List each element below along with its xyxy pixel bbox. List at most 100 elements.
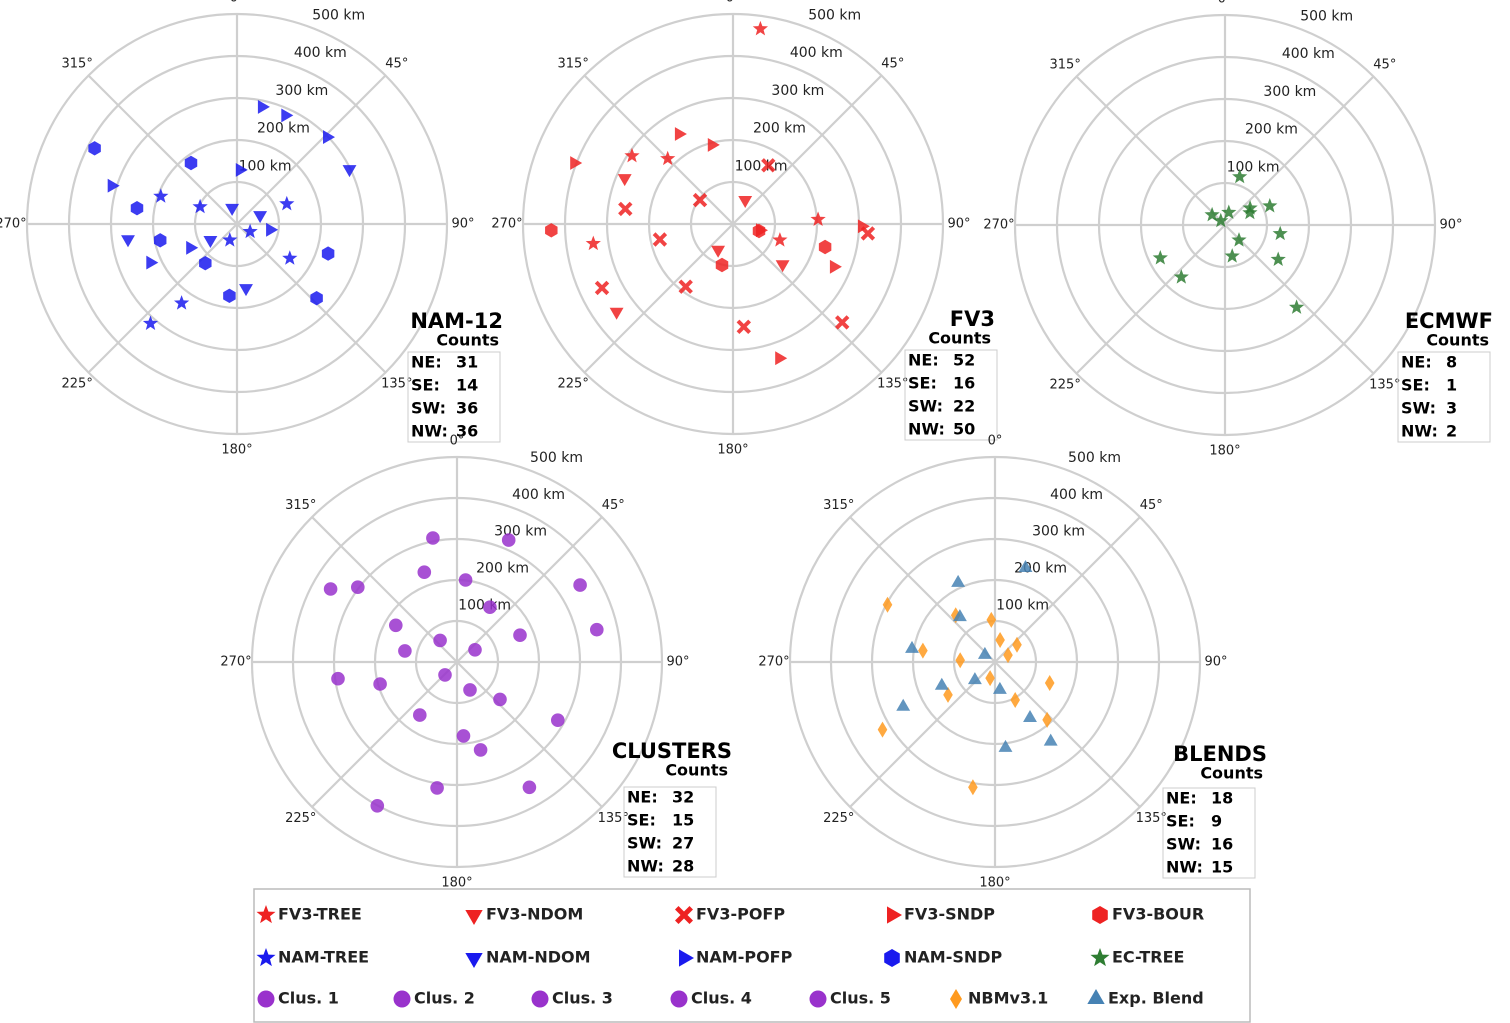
legend-marker [1090, 948, 1110, 967]
spoke [456, 661, 603, 808]
counts-box [1397, 351, 1491, 443]
point [674, 127, 687, 141]
point [323, 582, 338, 596]
point [153, 188, 169, 203]
angle-label: 90° [947, 217, 970, 232]
point [257, 99, 270, 114]
point [707, 137, 720, 152]
ring [414, 619, 500, 705]
count-label: NE: [1401, 353, 1432, 372]
point [468, 642, 482, 657]
count-value: 31 [456, 353, 478, 372]
legend-label: NAM-TREE [278, 948, 369, 967]
count-value: 27 [672, 834, 694, 853]
point [142, 315, 159, 330]
angle-label: 315° [285, 498, 316, 513]
point [331, 671, 345, 686]
spoke [311, 516, 458, 663]
count-label: NW: [411, 422, 448, 441]
r-tick-label: 200 km [257, 121, 310, 137]
legend-label: NBMv3.1 [968, 989, 1048, 1008]
angle-label: 0° [988, 434, 1003, 449]
legend-label: NAM-POFP [696, 948, 793, 967]
point [835, 315, 850, 330]
count-label: SE: [1166, 812, 1195, 831]
r-tick-label: 300 km [275, 83, 328, 99]
angle-label: 225° [285, 811, 316, 826]
point [860, 226, 876, 241]
spoke [1224, 75, 1375, 226]
count-label: NW: [627, 857, 664, 876]
counts-title: Counts [928, 329, 991, 348]
angle-label: 45° [1373, 58, 1396, 73]
point [829, 259, 842, 274]
point [736, 319, 751, 334]
spoke [87, 223, 238, 374]
count-value: 15 [1211, 858, 1233, 877]
point [977, 646, 992, 659]
count-value: 8 [1446, 353, 1457, 372]
count-value: 18 [1211, 789, 1233, 808]
point [905, 640, 919, 653]
angle-label: 45° [1140, 498, 1163, 513]
point [573, 578, 587, 592]
angle-label: 45° [602, 498, 625, 513]
point [1272, 225, 1288, 241]
point [995, 632, 1005, 648]
angle-label: 270° [758, 655, 789, 670]
legend-label: Clus. 3 [552, 989, 613, 1008]
counts-box [904, 349, 998, 441]
angle-label: 0° [450, 434, 465, 449]
r-tick-label: 400 km [512, 487, 565, 503]
point [1010, 692, 1020, 708]
count-label: NW: [1401, 422, 1438, 441]
ring [291, 496, 623, 828]
point [652, 232, 668, 247]
point [130, 201, 144, 216]
point [772, 232, 788, 247]
point [398, 644, 412, 658]
ring [1139, 139, 1311, 311]
count-value: 16 [1211, 835, 1233, 854]
point [473, 743, 488, 757]
point [985, 670, 995, 687]
angle-label: 0° [1218, 0, 1233, 7]
angle-label: 270° [0, 217, 27, 232]
counts-title: Counts [1426, 331, 1489, 350]
point [225, 203, 240, 216]
legend-marker [1087, 989, 1105, 1004]
point [173, 295, 190, 310]
point [967, 672, 982, 685]
legend-label: FV3-NDOM [486, 905, 583, 924]
legend-marker [809, 990, 827, 1008]
count-value: 14 [456, 376, 478, 395]
point [1152, 250, 1168, 265]
point [775, 260, 790, 273]
point [692, 192, 708, 208]
point [438, 668, 452, 682]
point [433, 633, 447, 648]
point [1232, 168, 1248, 184]
legend-label: Clus. 1 [278, 989, 339, 1008]
r-tick-label: 500 km [1068, 450, 1121, 466]
r-tick-label: 500 km [1300, 8, 1353, 24]
point [203, 236, 218, 248]
spoke [732, 223, 883, 374]
point [590, 622, 604, 637]
ring [521, 12, 945, 436]
point [1023, 710, 1037, 722]
point [1204, 206, 1220, 222]
spoke [456, 516, 603, 663]
point [413, 708, 427, 722]
angle-label: 45° [881, 57, 904, 72]
point [992, 681, 1007, 694]
point [810, 211, 826, 226]
ring [829, 496, 1161, 828]
point [857, 219, 870, 234]
r-tick-label: 200 km [1245, 122, 1298, 138]
r-tick-label: 400 km [1050, 487, 1103, 503]
